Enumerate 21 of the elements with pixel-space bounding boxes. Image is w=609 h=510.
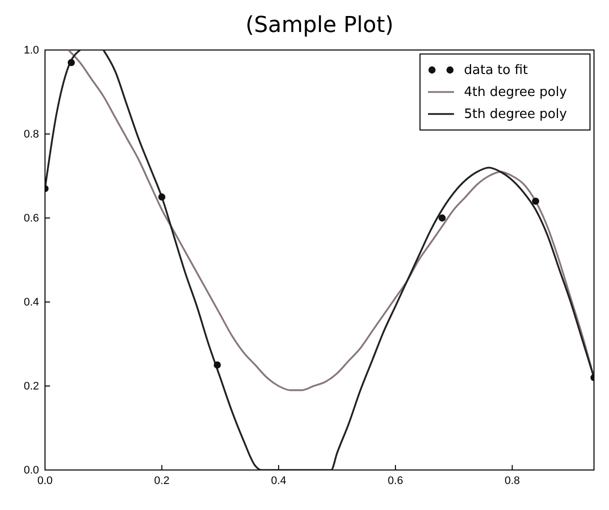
point [532, 198, 540, 205]
x-tick-label: 0.0 [37, 474, 53, 487]
y-tick-label: 0.8 [24, 128, 39, 141]
x-tick-label: 0.2 [154, 474, 170, 487]
legend-label: 5th degree poly [464, 107, 568, 122]
point [438, 214, 446, 222]
y-tick-label: 0.4 [24, 296, 39, 309]
point [68, 59, 75, 66]
legend-label: 4th degree poly [464, 85, 568, 100]
legend-label: data to fit [464, 63, 528, 78]
x-tick-label: 0.4 [270, 474, 286, 487]
line-series [67, 50, 594, 392]
x-tick-label: 0.8 [504, 474, 520, 487]
point [214, 361, 221, 369]
point [158, 193, 166, 201]
y-tick-label: 1.0 [24, 44, 39, 57]
y-tick-label: 0.2 [24, 380, 39, 393]
chart-title: (Sample Plot) [245, 13, 394, 38]
x-tick-label: 0.6 [388, 474, 404, 487]
y-tick-label: 0.6 [24, 212, 39, 225]
y-tick-label: 0.0 [24, 464, 39, 477]
